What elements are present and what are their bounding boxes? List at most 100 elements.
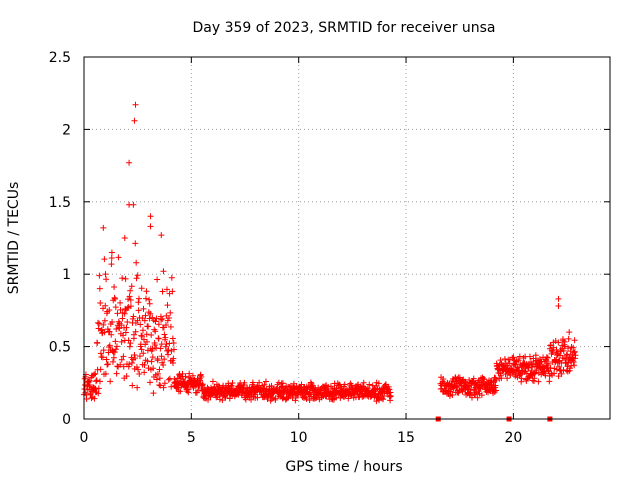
data-point [555,339,562,346]
data-point [136,370,143,377]
data-point [254,394,261,401]
data-point [532,352,539,359]
data-point [375,380,382,387]
data-point [147,223,154,230]
data-point [127,303,134,310]
data-point [103,276,110,283]
data-point [132,101,139,108]
data-point [147,379,154,386]
data-point [193,389,200,396]
data-point [555,373,562,380]
data-point [148,331,155,338]
data-point [294,391,301,398]
data-point [134,272,141,279]
data-point [139,333,146,340]
data-point [135,295,142,302]
data-point [162,343,169,350]
data-point [112,346,119,353]
data-point [117,361,124,368]
data-point [327,383,334,390]
data-point [122,329,129,336]
data-point [189,372,196,379]
data-point [567,348,574,355]
data-point [120,332,127,339]
data-point [96,272,103,279]
data-point [95,385,102,392]
data-point [111,295,118,302]
data-point [130,313,137,320]
data-point [109,318,116,325]
data-point [111,349,118,356]
x-tick-label: 10 [290,430,308,446]
data-point [91,371,98,378]
data-point [170,340,177,347]
data-point [386,386,393,393]
x-axis-label: GPS time / hours [285,459,402,475]
data-point [373,398,380,405]
data-point [571,362,578,369]
data-point [222,394,229,401]
data-point [108,331,115,338]
data-point [154,276,161,283]
data-point [146,300,153,307]
data-point [104,361,111,368]
data-point [150,390,157,397]
data-point [325,383,332,390]
data-point [93,377,100,384]
data-point [501,355,508,362]
data-point [96,285,103,292]
data-point [160,361,167,368]
data-point [492,382,499,389]
data-point [153,376,160,383]
data-point [134,384,141,391]
data-point [440,376,447,383]
data-point [547,364,554,371]
data-point [110,354,117,361]
data-point [88,395,95,402]
data-point [133,275,140,282]
data-point [117,306,124,313]
data-point [166,315,173,322]
data-point [148,358,155,365]
data-point [185,389,192,396]
data-point [165,376,172,383]
data-point [564,351,571,358]
data-point [517,370,524,377]
data-point [95,390,102,397]
data-point [118,356,125,363]
data-point [550,348,557,355]
data-point [153,344,160,351]
data-point [138,346,145,353]
data-point [557,352,564,359]
data-point [179,370,186,377]
data-point [149,314,156,321]
data-point [124,319,131,326]
data-point [161,380,168,387]
data-point [199,381,206,388]
data-point [303,395,310,402]
data-point [168,274,175,281]
data-point [141,369,148,376]
axis-ticks: 0 5 10 15 20 0 0.5 1 1.5 2 2.5 [49,50,610,446]
data-point [162,334,169,341]
data-point [106,328,113,335]
data-point [129,382,136,389]
data-point [167,309,174,316]
data-point [566,329,573,336]
data-point [497,357,504,364]
data-point [139,327,146,334]
data-point [364,385,371,392]
data-point [114,310,121,317]
data-point [275,379,282,386]
data-point [387,393,394,400]
data-point [462,378,469,385]
data-point [107,378,114,385]
data-point [128,283,135,290]
data-point [101,256,108,263]
data-point [551,365,558,372]
data-point [155,321,162,328]
data-point [156,366,163,373]
data-point [545,360,552,367]
data-point [555,295,562,302]
data-point [470,375,477,382]
